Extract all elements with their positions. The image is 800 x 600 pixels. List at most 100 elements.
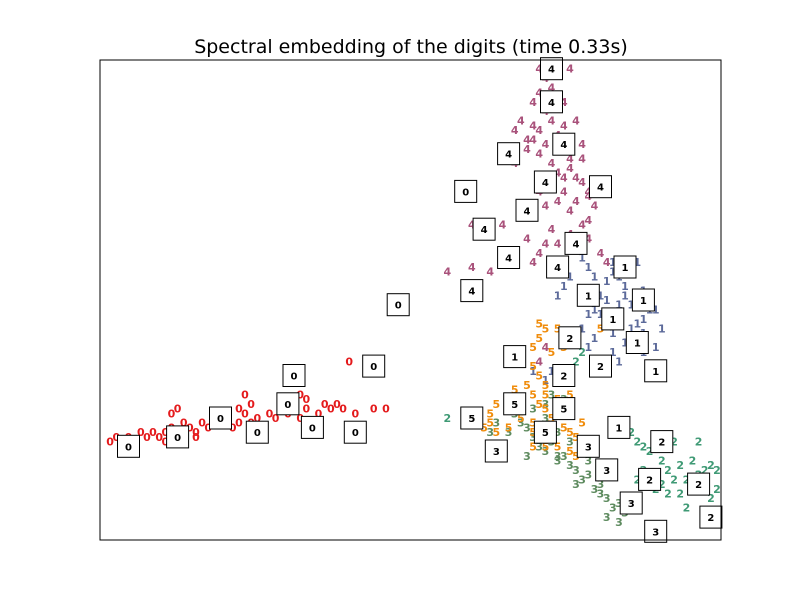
point-digit-5: 5 [511, 384, 519, 397]
point-digit-0: 0 [327, 403, 335, 416]
point-digit-5: 5 [535, 318, 543, 331]
point-digit-5: 5 [492, 398, 500, 411]
point-digit-4: 4 [468, 261, 476, 274]
thumbnail-frame [552, 364, 576, 387]
point-digit-5: 5 [548, 346, 556, 359]
point-digit-3: 3 [486, 426, 494, 439]
point-digit-2: 2 [683, 473, 691, 486]
point-digit-0: 0 [161, 436, 169, 449]
digit-thumbnail-3: 3 [576, 434, 600, 458]
point-digit-1: 1 [640, 313, 648, 326]
point-digit-5: 5 [529, 360, 537, 373]
point-digit-4: 4 [584, 214, 592, 227]
point-digit-4: 4 [523, 233, 531, 246]
digit-thumbnail-2: 2 [687, 472, 711, 496]
point-digit-4: 4 [486, 266, 494, 279]
point-digit-2: 2 [646, 445, 654, 458]
digit-thumbnail-0: 0 [209, 406, 232, 430]
point-digit-3: 3 [542, 412, 550, 425]
digit-thumbnail-5: 5 [533, 420, 557, 444]
digit-thumbnail-4: 4 [497, 142, 521, 166]
point-digit-4: 4 [499, 219, 507, 232]
point-digit-4: 4 [542, 200, 550, 213]
point-digit-0: 0 [149, 426, 157, 439]
point-digit-0: 0 [235, 403, 243, 416]
thumbnail-digit: 0 [254, 428, 261, 439]
digit-thumbnail-0: 0 [362, 354, 386, 378]
point-digit-2: 2 [701, 464, 709, 477]
point-digit-4: 4 [548, 157, 556, 170]
point-digit-4: 4 [529, 119, 537, 132]
thumbnail-frame [699, 505, 723, 529]
digit-thumbnail-4: 4 [564, 231, 588, 255]
point-digit-0: 0 [272, 412, 280, 425]
point-digit-1: 1 [627, 299, 635, 312]
point-digit-4: 4 [535, 148, 543, 161]
point-digit-0: 0 [168, 407, 176, 420]
digit-thumbnail-1: 1 [625, 331, 649, 354]
thumbnail-frame [650, 430, 674, 454]
point-digit-0: 0 [333, 398, 341, 411]
point-digit-4: 4 [578, 176, 586, 189]
point-digit-3: 3 [572, 478, 580, 491]
thumbnail-digit: 0 [352, 428, 359, 439]
point-digit-4: 4 [566, 63, 574, 76]
point-digit-1: 1 [597, 308, 605, 321]
point-digit-5: 5 [529, 426, 537, 439]
thumbnail-digit: 3 [652, 527, 659, 538]
thumbnail-frame [515, 198, 539, 222]
thumbnail-digit: 1 [585, 291, 592, 302]
point-digit-0: 0 [370, 403, 378, 416]
thumbnail-frame [638, 467, 662, 491]
point-digit-1: 1 [615, 299, 623, 312]
point-digit-1: 1 [609, 346, 617, 359]
thumbnail-digit: 4 [542, 178, 549, 189]
point-digit-1: 1 [542, 374, 550, 387]
thumbnail-digit: 0 [309, 423, 316, 434]
point-digit-3: 3 [535, 440, 543, 453]
thumbnail-frame [619, 491, 643, 515]
point-digit-2: 2 [664, 488, 672, 501]
thumbnail-digit: 2 [707, 513, 714, 524]
point-digit-1: 1 [627, 322, 635, 335]
point-digit-4: 4 [597, 247, 605, 260]
thumbnail-frame [386, 293, 410, 317]
thumbnail-frame [497, 142, 521, 166]
digit-thumbnail-0: 0 [276, 392, 300, 416]
point-digit-1: 1 [591, 303, 599, 316]
thumbnail-digit: 0 [291, 372, 298, 383]
thumbnail-frame [644, 519, 668, 543]
point-digit-5: 5 [566, 445, 574, 458]
point-digit-2: 2 [683, 502, 691, 515]
digit-thumbnail-3: 3 [619, 491, 643, 515]
thumbnail-digit: 5 [511, 400, 518, 411]
point-digit-4: 4 [535, 124, 543, 137]
point-digit-4: 4 [517, 115, 525, 128]
point-digit-3: 3 [492, 417, 500, 430]
thumbnail-digit: 0 [370, 362, 377, 373]
chart-title: Spectral embedding of the digits (time 0… [194, 36, 628, 58]
thumbnail-frame [546, 255, 570, 279]
thumbnail-frame [595, 458, 619, 482]
point-digit-2: 2 [627, 426, 635, 439]
thumbnail-frame [460, 406, 484, 430]
thumbnail-frame [576, 283, 600, 307]
point-digit-3: 3 [615, 516, 623, 529]
thumbnail-digit: 2 [658, 438, 665, 449]
thumbnail-frame [343, 420, 367, 444]
point-digit-5: 5 [480, 421, 488, 434]
point-digit-4: 4 [554, 237, 562, 250]
point-digit-1: 1 [597, 289, 605, 302]
thumbnail-digit: 1 [634, 339, 641, 350]
thumbnail-frame [589, 175, 612, 199]
digit-thumbnail-2: 2 [638, 467, 662, 491]
digit-thumbnail-4: 4 [515, 198, 539, 222]
point-digit-5: 5 [529, 417, 537, 430]
point-digit-2: 2 [633, 436, 641, 449]
point-digit-3: 3 [591, 483, 599, 496]
thumbnail-digit: 4 [481, 225, 488, 236]
point-digit-3: 3 [554, 455, 562, 468]
point-digit-0: 0 [266, 407, 274, 420]
point-digit-5: 5 [486, 407, 494, 420]
point-digit-4: 4 [572, 115, 580, 128]
